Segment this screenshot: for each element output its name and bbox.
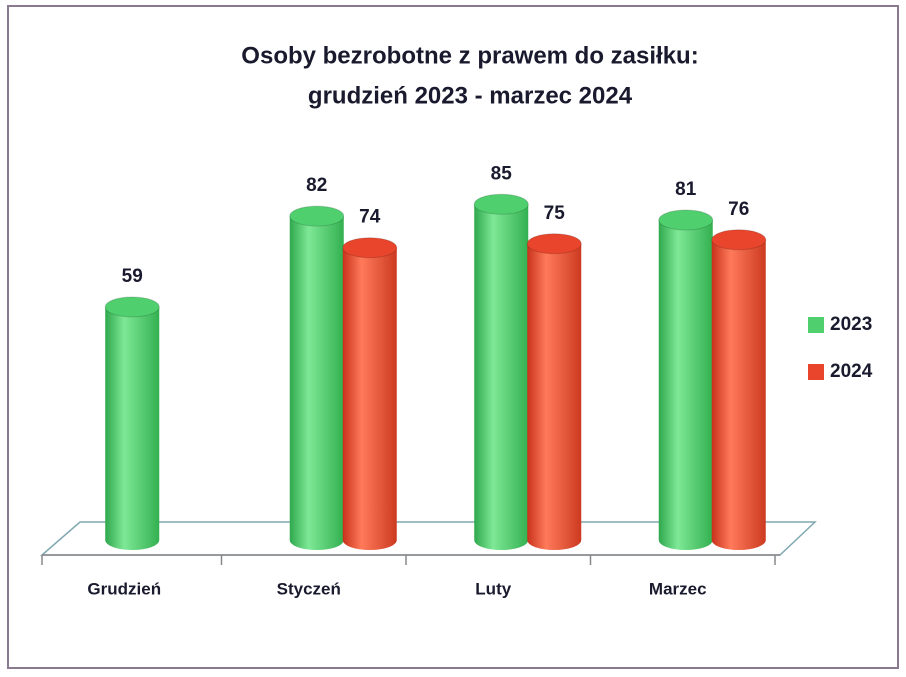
bar-body [527,243,582,550]
chart-subtitle: grudzień 2023 - marzec 2024 [308,82,633,109]
data-label: 85 [491,163,513,184]
data-label: 76 [728,199,749,220]
data-label: 74 [359,207,381,228]
x-tick-label: Grudzień [87,579,161,598]
bar-top [658,209,714,231]
bar-top [104,296,160,318]
bar-body [474,204,529,550]
bar-body [658,220,713,551]
bar [526,233,582,550]
bar [711,229,767,551]
x-tick-label: Styczeń [277,579,341,598]
x-tick-label: Marzec [649,579,707,598]
legend-swatch [808,364,824,380]
data-label: 59 [122,266,143,287]
x-tick-label: Luty [475,579,511,598]
chart-title: Osoby bezrobotne z prawem do zasiłku: [241,42,698,69]
bar-top [342,237,398,259]
bar-top [526,233,582,255]
data-label: 75 [544,203,566,224]
legend-label: 2023 [830,314,872,335]
data-label: 81 [675,179,697,200]
bar [342,237,398,550]
legend-label: 2024 [830,361,873,382]
bar-top [711,229,767,251]
bar-top [289,205,345,227]
bar-body [711,239,766,551]
bar-top [473,193,529,215]
bar [104,296,160,550]
bar-body [342,247,397,550]
data-label: 82 [306,175,327,196]
bar-body [105,306,160,550]
legend-swatch [808,317,824,333]
bar [658,209,714,551]
bar [289,205,345,550]
bar [473,193,529,550]
bar-body [289,216,344,550]
